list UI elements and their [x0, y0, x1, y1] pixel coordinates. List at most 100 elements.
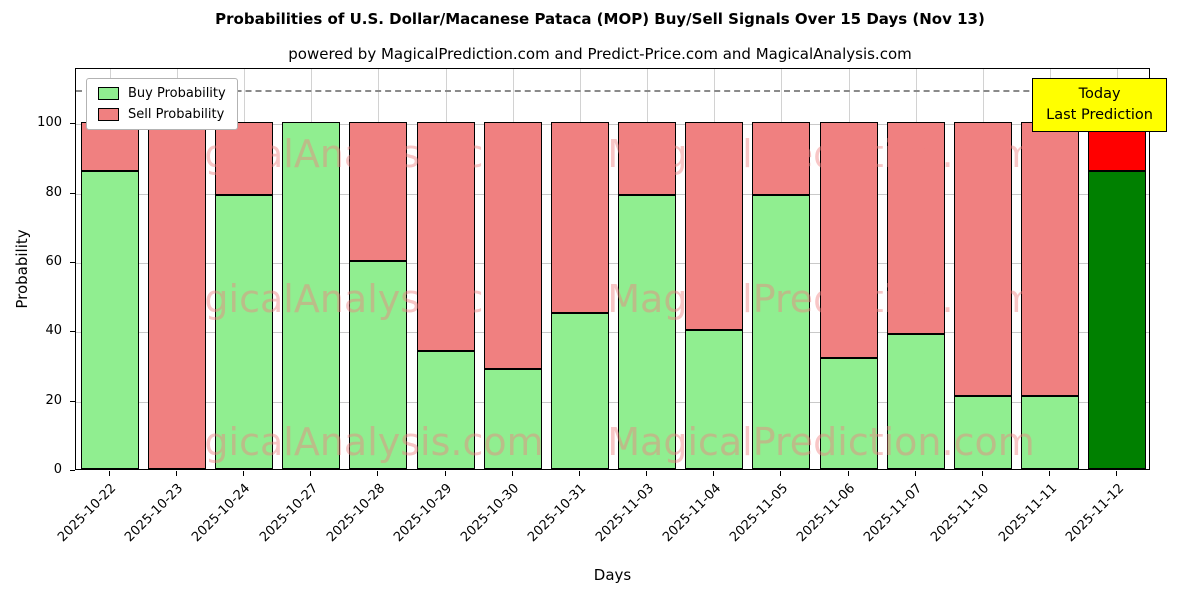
watermark-text: MagicalPrediction.com	[607, 277, 1035, 321]
x-tick-mark	[242, 471, 244, 476]
buy-bar-segment	[214, 195, 273, 469]
x-tick-mark	[377, 471, 379, 476]
buy-bar-segment	[1021, 396, 1080, 469]
y-tick-label: 20	[45, 392, 62, 408]
h-gridline	[76, 401, 1149, 403]
watermark-text: MagicalPrediction.com	[607, 132, 1035, 176]
x-tick-label: 2025-11-04	[659, 481, 724, 546]
sell-bar-segment	[954, 122, 1013, 397]
y-tick-mark	[70, 331, 75, 333]
x-tick-mark	[982, 471, 984, 476]
x-tick-label: 2025-10-31	[525, 481, 590, 546]
h-gridline	[76, 193, 1149, 195]
x-tick-label: 2025-11-07	[861, 481, 926, 546]
x-tick-label: 2025-11-03	[592, 481, 657, 546]
today-annotation-line1: Today	[1078, 86, 1121, 102]
sell-bar-segment	[819, 122, 878, 359]
y-tick-label: 100	[37, 115, 62, 131]
x-tick-mark	[108, 471, 110, 476]
buy-bar-segment	[349, 261, 408, 469]
x-tick-label: 2025-11-05	[727, 481, 792, 546]
buy-bar-segment	[483, 368, 542, 469]
x-tick-label: 2025-11-06	[794, 481, 859, 546]
legend-item-sell: Sell Probability	[98, 107, 226, 122]
watermark-text: MagicalAnalysis.com	[148, 420, 544, 464]
y-tick-mark	[70, 123, 75, 125]
x-tick-label: 2025-10-28	[323, 481, 388, 546]
watermark-text: MagicalAnalysis.com	[148, 277, 544, 321]
x-tick-mark	[1049, 471, 1051, 476]
buy-bar-segment	[282, 122, 341, 469]
sell-bar-segment	[752, 122, 811, 196]
x-tick-label: 2025-10-27	[256, 481, 321, 546]
legend: Buy Probability Sell Probability	[86, 78, 238, 130]
buy-bar-segment	[1088, 170, 1147, 469]
buy-bar-segment	[886, 333, 945, 469]
buy-bar-segment	[416, 351, 475, 469]
x-tick-label: 2025-11-12	[1062, 481, 1128, 546]
sell-bar-segment	[685, 122, 744, 331]
y-tick-mark	[70, 192, 75, 194]
x-tick-label: 2025-10-24	[189, 481, 254, 546]
x-tick-mark	[310, 471, 312, 476]
sell-bar-segment	[483, 122, 542, 369]
y-tick-label: 40	[45, 323, 62, 339]
sell-bar-segment	[550, 122, 609, 314]
sell-bar-segment	[349, 122, 408, 262]
sell-bar-segment	[886, 122, 945, 334]
buy-bar-segment	[618, 195, 677, 469]
y-tick-mark	[70, 470, 75, 471]
sell-bar-segment	[147, 122, 206, 469]
sell-bar-segment	[416, 122, 475, 352]
legend-label-buy: Buy Probability	[128, 86, 226, 101]
y-tick-mark	[70, 400, 75, 402]
x-tick-mark	[780, 471, 782, 476]
watermark-text: MagicalPrediction.com	[607, 420, 1035, 464]
legend-label-sell: Sell Probability	[128, 107, 225, 122]
x-tick-mark	[444, 471, 446, 476]
legend-item-buy: Buy Probability	[98, 86, 226, 101]
x-tick-label: 2025-10-23	[122, 481, 187, 546]
x-tick-label: 2025-10-22	[55, 481, 120, 546]
x-tick-label: 2025-11-11	[995, 481, 1060, 546]
buy-bar-segment	[752, 195, 811, 469]
x-tick-mark	[847, 471, 849, 476]
y-axis-ticks: 0 20 40 60 80 100	[0, 68, 75, 477]
buy-bar-segment	[550, 313, 609, 469]
buy-swatch-icon	[98, 87, 119, 100]
sell-bar-segment	[214, 122, 273, 196]
today-annotation: Today Last Prediction	[1032, 78, 1167, 133]
x-tick-mark	[1116, 471, 1118, 476]
x-axis-ticks: 2025-10-22 2025-10-23 2025-10-24 2025-10-27…	[55, 471, 1150, 576]
sell-bar-segment	[1021, 122, 1080, 397]
buy-bar-segment	[954, 396, 1013, 469]
h-gridline	[76, 124, 1149, 126]
watermark-text: MagicalAnalysis.com	[148, 132, 544, 176]
y-tick-mark	[70, 262, 75, 264]
y-tick-label: 60	[45, 254, 62, 270]
x-axis-label: Days	[593, 566, 632, 584]
h-gridline	[76, 263, 1149, 265]
y-tick-label: 80	[45, 184, 62, 200]
upper-dashed-guideline	[76, 89, 1149, 92]
x-tick-mark	[175, 471, 177, 476]
sell-bar-segment	[618, 122, 677, 196]
sell-bar-segment	[80, 122, 139, 171]
x-tick-mark	[578, 471, 580, 476]
x-tick-mark	[646, 471, 648, 476]
h-gridline	[76, 332, 1149, 334]
buy-bar-segment	[80, 170, 139, 469]
sell-swatch-icon	[98, 108, 119, 121]
plot-area: Buy Probability Sell Probability Magical…	[75, 68, 1150, 470]
chart-subtitle: powered by MagicalPrediction.com and Pre…	[288, 45, 912, 63]
today-annotation-line2: Last Prediction	[1046, 107, 1153, 124]
x-tick-label: 2025-10-29	[391, 481, 456, 546]
x-tick-mark	[511, 471, 513, 476]
x-tick-label: 2025-11-10	[928, 481, 993, 546]
x-tick-mark	[914, 471, 916, 476]
buy-bar-segment	[819, 358, 878, 469]
buy-bar-segment	[685, 330, 744, 469]
x-tick-mark	[713, 471, 715, 476]
chart-title: Probabilities of U.S. Dollar/Macanese Pa…	[215, 10, 985, 28]
y-tick-label: 0	[53, 462, 62, 477]
